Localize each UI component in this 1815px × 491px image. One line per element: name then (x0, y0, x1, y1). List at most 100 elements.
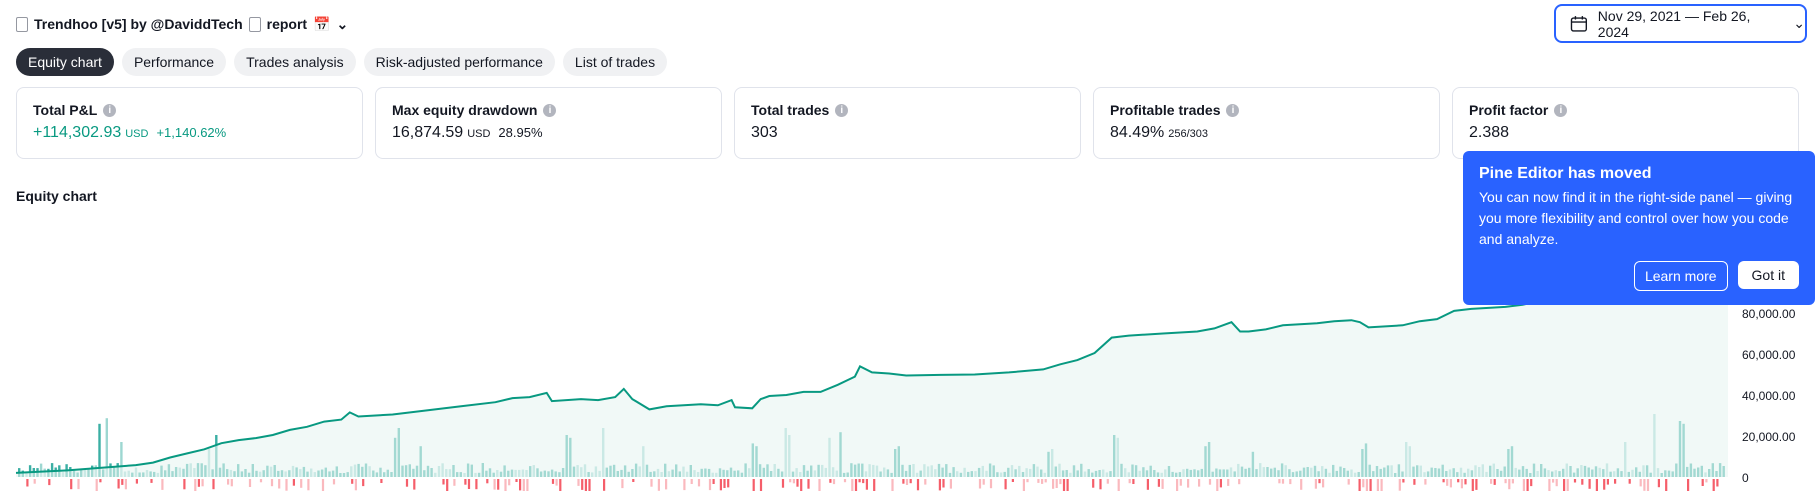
trade-loss-bar (354, 479, 357, 491)
trade-loss-bar (905, 479, 909, 485)
trade-loss-bar (1052, 479, 1055, 489)
got-it-button[interactable]: Got it (1737, 261, 1799, 289)
trade-loss-bar (1490, 479, 1493, 484)
profitable-trades-count: 256/303 (1168, 128, 1209, 140)
total-trades-value: 303 (751, 124, 778, 141)
trade-loss-bar (1227, 479, 1230, 486)
trade-loss-bar (909, 479, 912, 484)
calendar-icon (1570, 15, 1588, 32)
trade-loss-bar (727, 479, 730, 488)
tab-performance[interactable]: Performance (121, 48, 227, 76)
trade-loss-bar (1369, 479, 1372, 491)
profitable-trades-card: Profitable trades i 84.49% 256/303 (1093, 87, 1440, 159)
y-axis-label: 60,000.00 (1742, 348, 1796, 362)
trade-loss-bar (1398, 479, 1401, 491)
trade-loss-bar (194, 479, 197, 491)
trade-loss-bar (832, 479, 836, 485)
max-drawdown-card: Max equity drawdown i 16,874.59 USD 28.95… (375, 87, 722, 159)
info-icon[interactable]: i (1554, 103, 1568, 117)
y-axis-label: 20,000.00 (1742, 430, 1796, 444)
trade-loss-bar (1522, 479, 1525, 491)
trade-loss-bar (161, 479, 164, 490)
trade-loss-bar (916, 479, 920, 491)
trade-loss-bar (519, 479, 522, 491)
tab-list-of-trades[interactable]: List of trades (562, 48, 668, 76)
trade-loss-bar (1281, 479, 1285, 484)
trade-loss-bar (1132, 479, 1135, 484)
info-icon[interactable]: i (543, 103, 557, 117)
trade-loss-bar (117, 479, 120, 489)
trade-loss-bar (603, 479, 606, 491)
total-trades-label: Total trades (751, 102, 830, 118)
trade-loss-bar (1037, 479, 1040, 483)
trade-loss-bar (1238, 479, 1241, 485)
trade-loss-bar (1511, 479, 1514, 484)
trade-loss-bar (124, 479, 127, 490)
trade-loss-bar (380, 479, 383, 483)
trade-loss-bar (588, 479, 591, 491)
trade-loss-bar (1011, 479, 1014, 482)
trade-loss-bar (858, 479, 861, 483)
tab-risk-adjusted-performance[interactable]: Risk-adjusted performance (363, 48, 555, 76)
tab-trades-analysis[interactable]: Trades analysis (234, 48, 356, 76)
metrics-row: Total P&L i +114,302.93 USD +1,140.62% Ma… (16, 87, 1799, 159)
trade-loss-bar (1595, 479, 1598, 491)
trade-loss-bar (1059, 479, 1062, 485)
trade-loss-bar (759, 479, 763, 491)
strategy-title[interactable]: Trendhoo [v5] by @DaviddTech (34, 16, 243, 32)
trade-loss-bar (1493, 479, 1496, 485)
trade-loss-bar (800, 479, 803, 491)
trade-profit-bar (39, 463, 43, 477)
trade-loss-bar (332, 479, 336, 485)
strategy-header: Trendhoo [v5] by @DaviddTech report 📅 ⌄ (16, 12, 348, 36)
trade-loss-bar (270, 479, 274, 487)
trade-loss-bar (657, 479, 660, 491)
trade-loss-bar (781, 479, 785, 488)
trade-loss-bar (150, 479, 153, 483)
trade-loss-bar (1347, 479, 1350, 485)
trade-loss-bar (1460, 479, 1463, 489)
trade-loss-bar (1208, 479, 1212, 485)
trade-loss-bar (307, 479, 310, 491)
pine-editor-moved-popup: Pine Editor has moved You can now find i… (1463, 151, 1815, 305)
trade-loss-bar (1526, 479, 1529, 491)
info-icon[interactable]: i (103, 103, 117, 117)
calendar-badge-icon[interactable]: 📅 (313, 15, 331, 32)
trade-loss-bar (1457, 479, 1460, 483)
trade-loss-bar (1219, 479, 1222, 488)
trade-loss-bar (902, 479, 905, 484)
trade-loss-bar (285, 479, 288, 491)
trade-loss-bar (665, 479, 668, 490)
trade-loss-bar (1614, 479, 1617, 484)
trade-loss-bar (405, 479, 409, 487)
trade-loss-bar (632, 479, 635, 482)
trade-loss-bar (690, 479, 693, 484)
learn-more-button[interactable]: Learn more (1633, 261, 1728, 291)
trade-loss-bar (683, 479, 686, 491)
trade-loss-bar (1687, 479, 1690, 491)
trade-loss-bar (526, 479, 529, 491)
trade-loss-bar (77, 479, 80, 490)
trade-loss-bar (1314, 479, 1317, 489)
info-icon[interactable]: i (1226, 103, 1240, 117)
trade-profit-bar (120, 442, 123, 477)
trade-loss-bar (497, 479, 500, 490)
trade-loss-bar (1318, 479, 1321, 484)
trade-loss-bar (522, 479, 525, 491)
info-icon[interactable]: i (835, 103, 849, 117)
max-drawdown-value: 16,874.59 (392, 124, 464, 141)
tab-equity-chart[interactable]: Equity chart (16, 48, 114, 76)
trade-loss-bar (924, 479, 927, 485)
trade-loss-bar (1041, 479, 1044, 484)
trade-loss-bar (873, 479, 876, 491)
trade-loss-bar (48, 479, 51, 486)
date-range-button[interactable]: Nov 29, 2021 — Feb 26, 2024 ⌄ (1554, 4, 1807, 43)
chevron-down-icon[interactable]: ⌄ (336, 15, 349, 32)
trade-loss-bar (843, 479, 847, 483)
trade-loss-bar (1289, 479, 1292, 485)
trade-loss-bar (719, 479, 722, 491)
trade-loss-bar (865, 479, 868, 490)
trade-loss-bar (1552, 479, 1555, 483)
report-label: report (266, 16, 308, 32)
trade-loss-bar (230, 479, 233, 487)
